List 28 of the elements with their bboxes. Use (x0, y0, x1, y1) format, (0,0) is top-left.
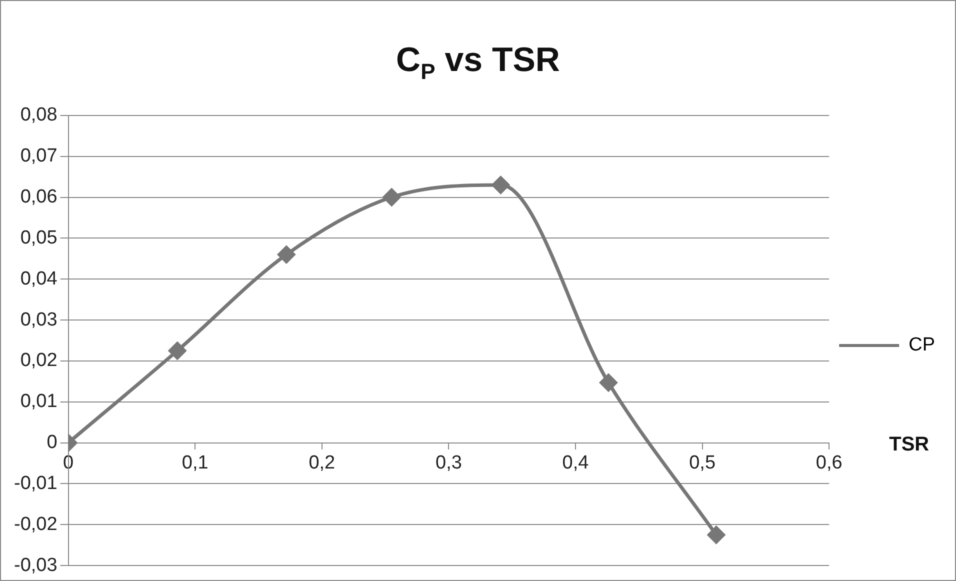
point (278, 246, 296, 264)
y-tick-label: 0,01 (20, 391, 58, 412)
y-tick-label: -0,03 (14, 554, 58, 576)
y-tick-label: 0,08 (20, 104, 58, 126)
y-tick-label: 0,03 (20, 309, 58, 330)
chart-title: C$_{P}$ vs TSR (395, 41, 561, 85)
y-tick-label: -0,02 (14, 514, 58, 535)
x-tick-label: 0,2 (308, 452, 336, 474)
y-tick-label: 0,06 (20, 186, 58, 208)
x-tick-label: 0,1 (182, 452, 208, 474)
y-tick-label: 0,05 (20, 227, 58, 248)
y-tick-label: 0,02 (20, 350, 58, 372)
point (600, 374, 618, 392)
x-tick-label: 0,3 (435, 452, 462, 474)
y-tick-label: 0 (46, 432, 58, 454)
point (382, 188, 400, 206)
point (708, 526, 726, 544)
y-tick-label: -0,01 (14, 472, 58, 494)
point (168, 342, 186, 360)
y-tick-label: 0,04 (20, 268, 58, 290)
point (492, 176, 510, 194)
x-tick-label: 0,5 (689, 452, 716, 474)
legend-label: CP (908, 334, 936, 356)
y-tick-label: 0,07 (20, 146, 58, 167)
x-tick-label: 0,6 (816, 452, 842, 474)
x-axis-title: TSR (889, 433, 930, 456)
x-tick-label: 0,4 (562, 452, 590, 474)
x-tick-label: 0 (63, 452, 74, 474)
